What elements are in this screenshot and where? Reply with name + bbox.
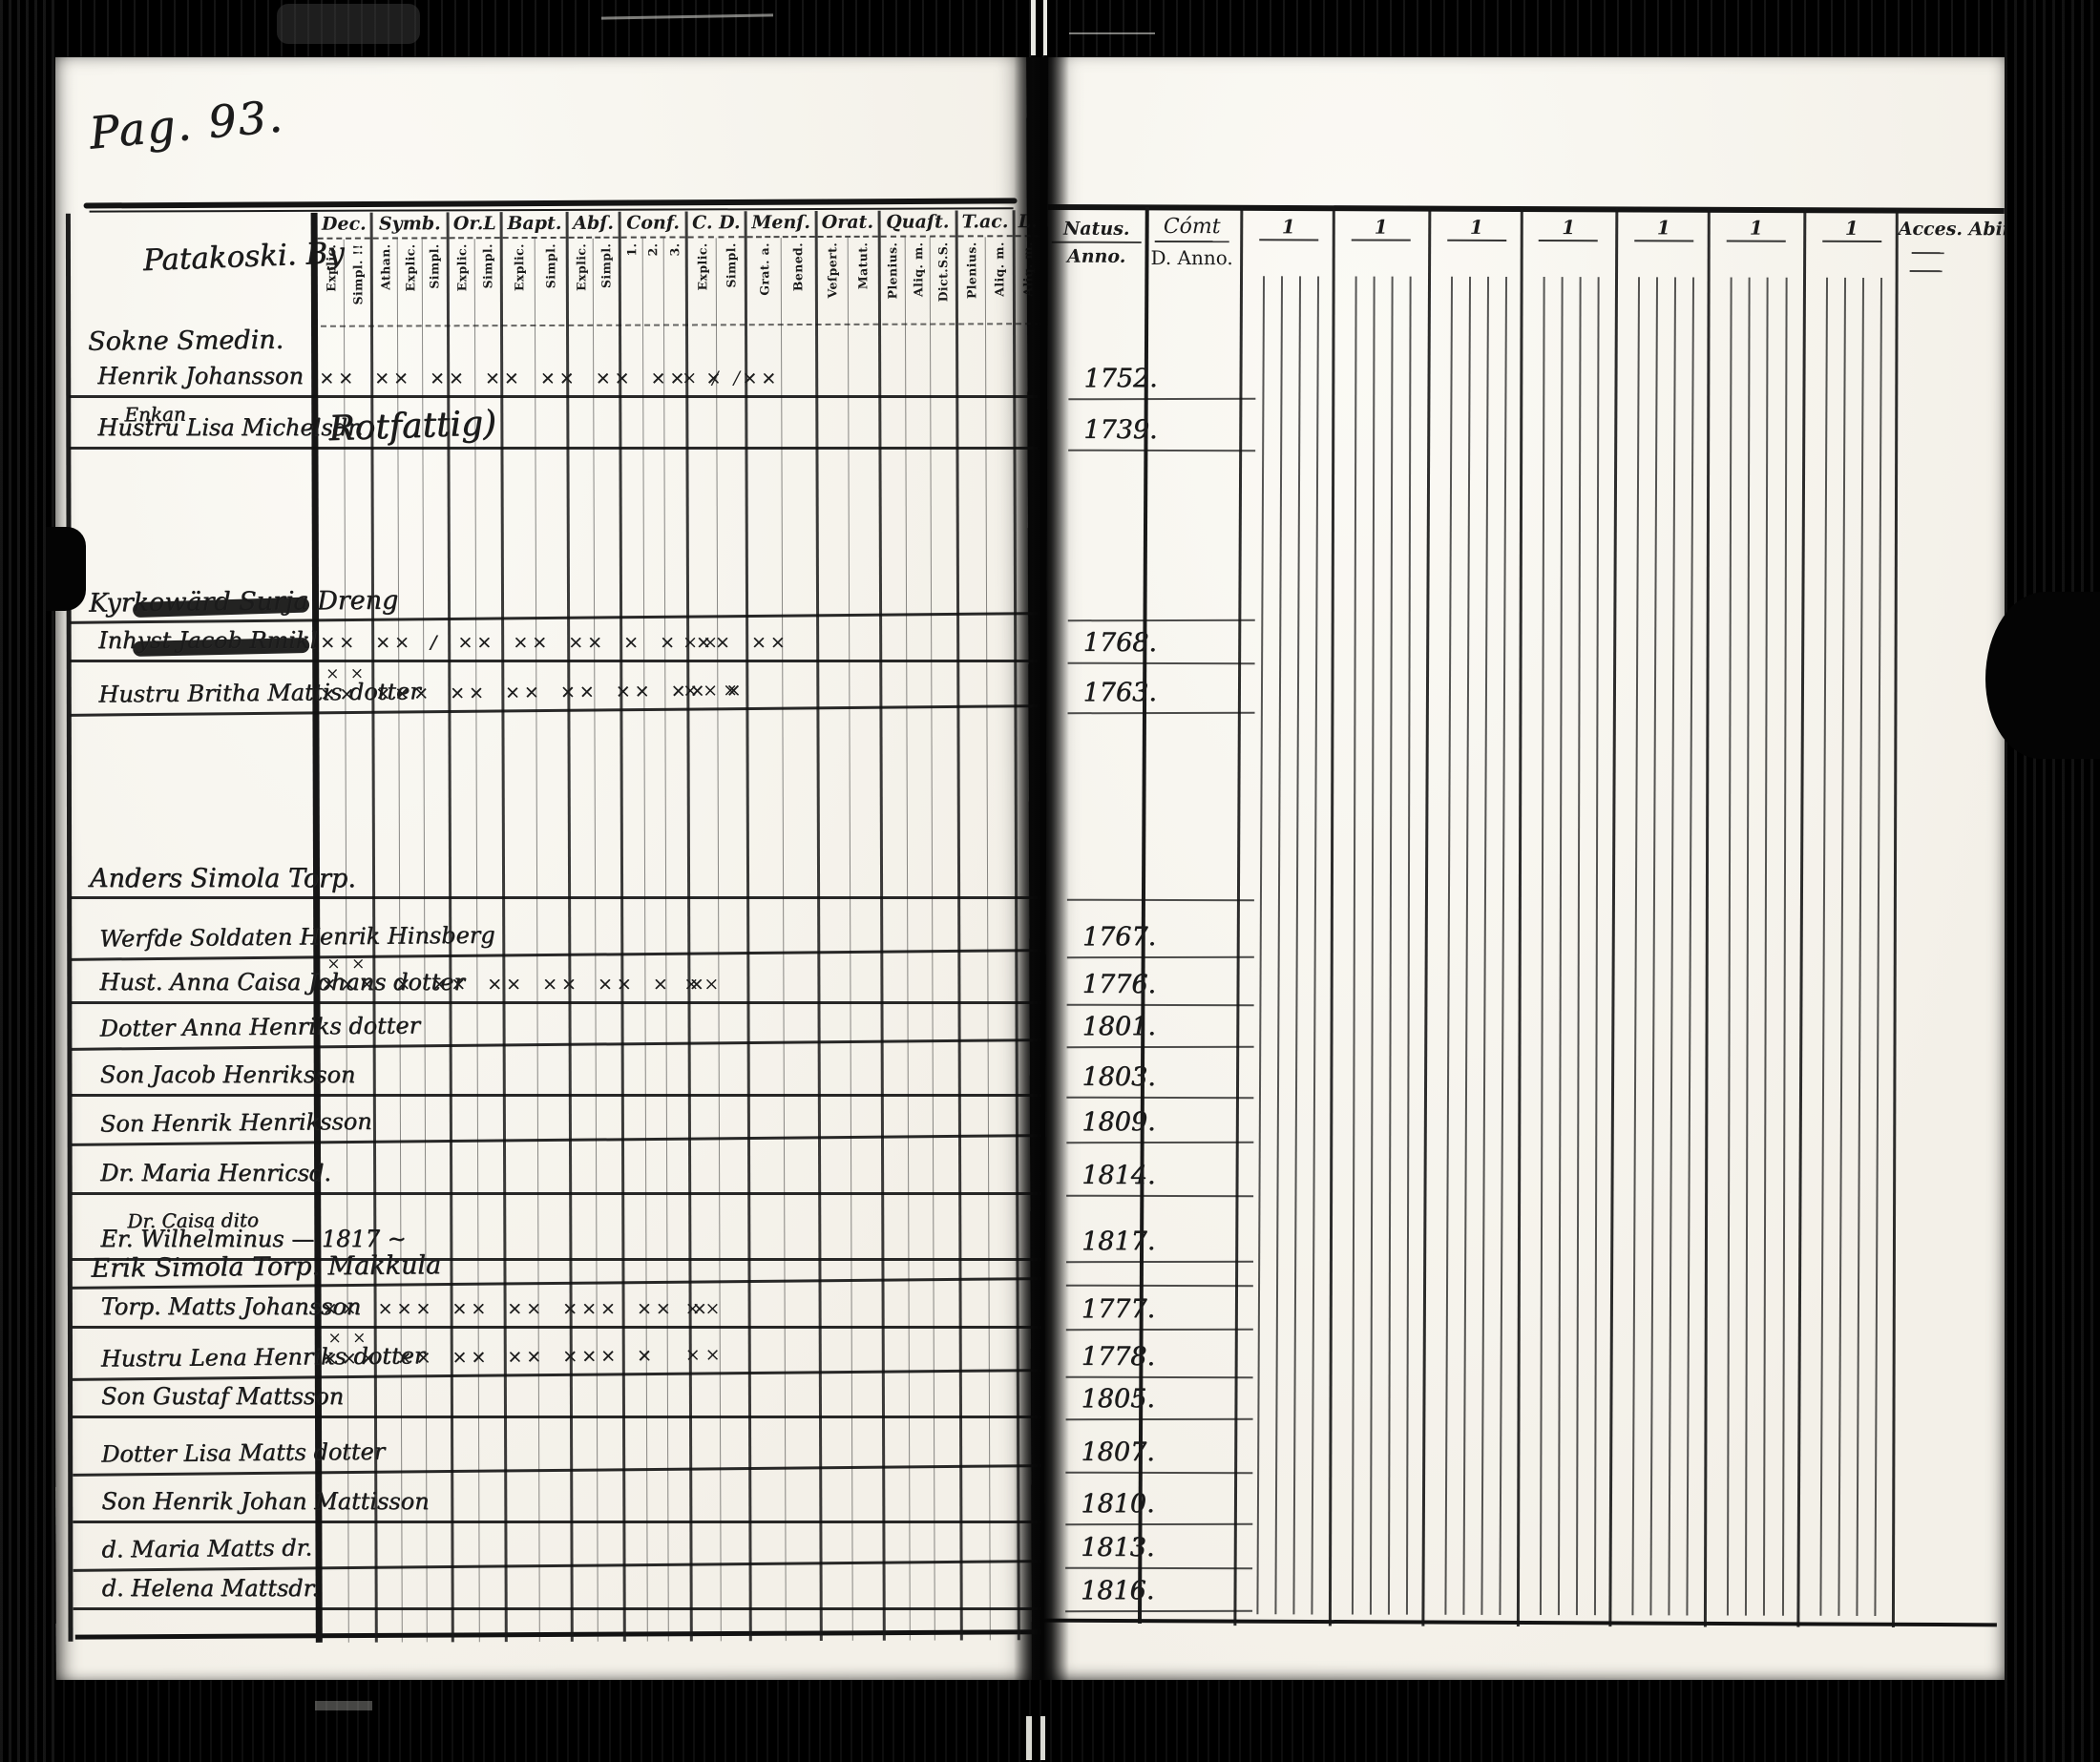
film-border-left	[0, 0, 55, 1762]
attendance-marks-tail: ××	[683, 973, 724, 995]
entry-name: d. Helena Mattsdr.	[101, 1574, 319, 1602]
entry-name: Sokne Smedin.	[87, 325, 284, 357]
film-mark	[1040, 1716, 1045, 1760]
entry-row: Hustru Lena Henriks dotter × × ××× ×× ×× ×…	[72, 1329, 1042, 1381]
entry-name: Henrik Johansson	[97, 362, 304, 389]
birth-year: 1809.	[1066, 1106, 1254, 1144]
attendance-marks-tail: ××	[682, 631, 724, 653]
birth-year-column: 1752. 1739. 1768. 1763. 1767. 1776. 1801. 1803.…	[1044, 54, 2010, 1684]
film-scratch	[1069, 32, 1155, 34]
film-mark	[1031, 0, 1036, 55]
film-border-bottom	[0, 1680, 2100, 1762]
entry-name: Hustru Lisa Michelsdr.	[97, 413, 364, 441]
birth-year: 1805.	[1065, 1383, 1253, 1421]
entry-name: Werfde Soldaten Henrik Hinsberg	[99, 921, 495, 953]
marks-above: × ×	[326, 954, 368, 974]
entry-row: Inhyst Jacob Rmikl ×× ×× / ×× ×× ×× × × ×…	[70, 626, 1040, 662]
entry-row: Werfde Soldaten Henrik Hinsberg	[71, 916, 1041, 961]
entry-row: Hust. Anna Caisa Johans dotter × × ××× × ×…	[71, 954, 1041, 1004]
entry-name: Er. Wilhelminus — 1817 ~	[100, 1225, 407, 1252]
birth-year: 1739.	[1068, 414, 1256, 452]
entry-name: Son Gustaf Mattsson	[100, 1382, 345, 1410]
entry-row: Hustru Lisa Michelsdr. Rotfattig)	[69, 404, 1040, 450]
entry-name: Dr. Maria Henricsd.	[100, 1159, 331, 1186]
entry-row: Kyrkowärd Surja Dreng	[69, 579, 1040, 624]
birth-year: 1801.	[1066, 1011, 1254, 1049]
entry-row: Anders Simola Torp.	[71, 863, 1041, 899]
attendance-marks-tail: × / /	[682, 367, 746, 388]
book-gutter	[1014, 53, 1069, 1686]
entry-name: Dotter Anna Henriks dotter	[99, 1012, 421, 1042]
birth-year: 1752.	[1068, 363, 1256, 401]
entry-name: Son Jacob Henriksson	[99, 1060, 356, 1088]
entry-row: Son Jacob Henriksson	[71, 1060, 1041, 1097]
birth-year: 1767.	[1066, 921, 1254, 959]
attendance-marks-tail: ×××	[682, 680, 744, 702]
birth-year	[1066, 864, 1255, 902]
ink-blob-right-edge	[1985, 592, 2100, 759]
birth-year: 1768.	[1067, 627, 1255, 665]
birth-year: 1803.	[1066, 1061, 1254, 1100]
marks-above: × ×	[326, 663, 368, 684]
entry-rows: Sokne Smedin. Henrik Johansson ×× ×× ×× ××…	[51, 53, 1043, 1686]
entry-row: d. Maria Matts dr.	[73, 1527, 1043, 1572]
birth-year: 1814.	[1066, 1160, 1254, 1198]
entry-name: Inhyst Jacob Rmikl	[98, 626, 318, 654]
film-scratch	[315, 1701, 372, 1710]
birth-year: 1816.	[1064, 1575, 1253, 1613]
entry-name: Son Henrik Johan Mattisson	[101, 1487, 430, 1515]
attendance-marks: ×× ××× ×× ×× ×× ×× ×× ×	[320, 680, 746, 705]
entry-row: Dotter Anna Henriks dotter	[71, 1006, 1041, 1051]
left-page: Pag. 93. Patakoski. By Dec. Explic. Simpl.…	[51, 53, 1045, 1686]
attendance-marks: ××× ×× ×× ×× ××× ×	[322, 1344, 657, 1370]
margin-note: Rotfattig)	[327, 403, 497, 450]
film-mark	[1026, 1716, 1032, 1760]
birth-year: 1813.	[1065, 1532, 1253, 1570]
entry-row: Son Henrik Henriksson	[71, 1101, 1042, 1146]
attendance-marks: ×× ××× ×× ×× ××× ×× ×	[322, 1297, 711, 1319]
entry-row: Son Gustaf Mattsson	[72, 1382, 1042, 1418]
birth-year: 1810.	[1065, 1488, 1253, 1526]
entry-name: Erik Simola Torp. Makkula	[91, 1250, 442, 1284]
entry-row: Dotter Lisa Matts dotter	[72, 1432, 1043, 1477]
attendance-marks: ××× × ×× ×× ×× ×× × ×	[321, 973, 708, 995]
entry-row: d. Helena Mattsdr.	[73, 1574, 1043, 1610]
entry-name: Kyrkowärd Surja Dreng	[88, 585, 399, 619]
birth-year: 1763.	[1067, 677, 1255, 715]
film-mark	[1043, 0, 1047, 55]
entry-row: Torp. Matts Johansson ×× ××× ×× ×× ××× ××…	[72, 1292, 1042, 1329]
birth-year	[1067, 584, 1255, 622]
scan-artifact-patch	[277, 4, 420, 44]
birth-year	[1065, 1249, 1253, 1288]
ink-blob-left-edge	[46, 527, 86, 611]
birth-year: 1777.	[1065, 1293, 1253, 1332]
attendance-marks-tail: ××	[684, 1297, 725, 1319]
film-border-right	[2005, 0, 2100, 1762]
entry-row: Hustru Britha Mattis dotter × × ×× ××× ×× …	[70, 664, 1040, 717]
entry-row: Son Henrik Johan Mattisson	[73, 1487, 1043, 1523]
birth-year: 1807.	[1065, 1437, 1253, 1475]
birth-year: 1778.	[1065, 1341, 1253, 1379]
attendance-marks-tail: ××	[684, 1344, 725, 1366]
marks-above: × ×	[327, 1328, 369, 1349]
entry-name: d. Maria Matts dr.	[101, 1534, 313, 1563]
birth-year: 1776.	[1066, 969, 1254, 1007]
entry-name: Anders Simola Torp.	[90, 863, 356, 893]
entry-row: Dr. Maria Henricsd.	[72, 1159, 1042, 1195]
entry-name: Dotter Lisa Matts dotter	[100, 1437, 386, 1468]
entry-row: Sokne Smedin.	[69, 318, 1039, 360]
entry-name: Son Henrik Henriksson	[99, 1107, 372, 1138]
